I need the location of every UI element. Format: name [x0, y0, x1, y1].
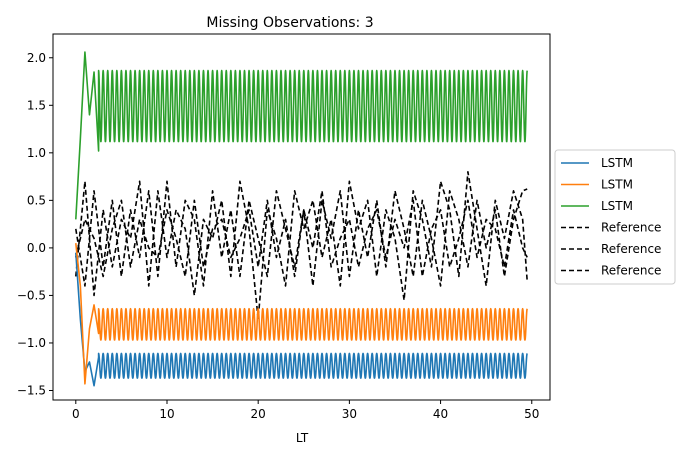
x-axis-label: LT: [296, 431, 309, 445]
chart-title: Missing Observations: 3: [206, 15, 373, 31]
series-line-4: [75, 171, 528, 320]
x-tick-label: 50: [524, 407, 539, 421]
y-tick-label: 0.0: [27, 241, 46, 255]
legend-box: [554, 149, 676, 285]
y-tick-label: 0.5: [27, 193, 46, 207]
series-line-3: [75, 51, 528, 220]
y-tick-label: −1.5: [17, 383, 46, 397]
y-axis: −1.5 −1.0 −0.5 0.0 0.5 1.0 1.5 2.0: [17, 51, 53, 397]
series-line-6: [75, 190, 528, 278]
legend-label: LSTM: [601, 178, 633, 192]
series-line-2: [75, 243, 528, 385]
x-tick-label: 0: [72, 407, 80, 421]
series-line-1: [75, 252, 528, 387]
y-tick-label: 1.0: [27, 146, 46, 160]
y-tick-label: −1.0: [17, 336, 46, 350]
x-tick-label: 10: [159, 407, 174, 421]
legend-label: Reference: [601, 221, 661, 235]
x-tick-label: 40: [433, 407, 448, 421]
x-axis: 0 10 20 30 40 50: [72, 400, 539, 421]
y-tick-label: 1.5: [27, 98, 46, 112]
legend-label: Reference: [601, 264, 661, 278]
x-tick-label: 30: [342, 407, 357, 421]
x-tick-label: 20: [251, 407, 266, 421]
legend: LSTM LSTM LSTM Reference Reference Reference: [554, 149, 676, 285]
series-layer: [75, 51, 528, 387]
legend-label: LSTM: [601, 156, 633, 170]
legend-label: Reference: [601, 242, 661, 256]
legend-label: LSTM: [601, 199, 633, 213]
y-tick-label: −0.5: [17, 288, 46, 302]
axes-frame: [52, 33, 551, 401]
y-tick-label: 2.0: [27, 51, 46, 65]
